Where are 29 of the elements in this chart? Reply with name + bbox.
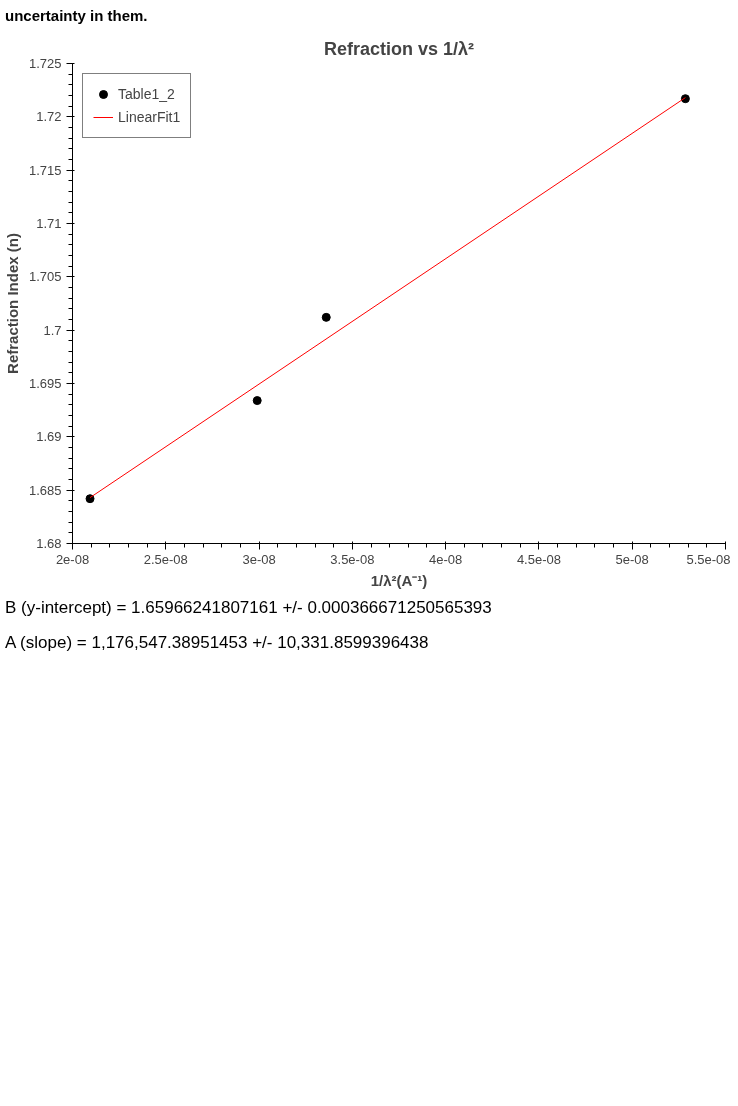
point <box>85 494 95 504</box>
legend-label: Table1_2 <box>118 86 175 103</box>
x-tick-label: 4.5e-08 <box>516 551 561 567</box>
y-tick-label: 1.71 <box>36 216 62 232</box>
y-tick-label: 1.685 <box>28 483 62 499</box>
y-tick-label: 1.69 <box>36 429 62 445</box>
y-tick-label: 1.68 <box>36 536 62 552</box>
y-tick-label: 1.7 <box>43 323 62 339</box>
x-tick-label: 5.5e-08 <box>686 551 731 567</box>
text: uncertainty in them. <box>5 6 148 26</box>
text: B (y-intercept) = 1.65966241807161 +/- 0.000366671250565393 <box>5 597 492 620</box>
y-tick-label: 1.725 <box>28 56 62 72</box>
x-tick-label: 2e-08 <box>55 551 90 567</box>
y-tick-label: 1.72 <box>36 109 62 125</box>
x-tick-label: 5e-08 <box>615 551 649 567</box>
x-tick-label: 3.5e-08 <box>330 551 375 567</box>
y-tick-label: 1.695 <box>28 376 62 392</box>
point <box>252 396 262 406</box>
x-tick-label: 4e-08 <box>429 551 463 567</box>
chart-title: Refraction vs 1/λ² <box>323 38 475 59</box>
y-tick-label: 1.715 <box>28 163 62 179</box>
x-tick-label: 3e-08 <box>242 551 276 567</box>
legend-label: LinearFit1 <box>118 109 181 126</box>
y-tick-label: 1.705 <box>28 269 62 285</box>
x-axis-title: 1/λ²(A⁻¹) <box>370 571 428 589</box>
text: A (slope) = 1,176,547.38951453 +/- 10,331.8599396438 <box>5 631 429 654</box>
x-tick-label: 2.5e-08 <box>143 551 188 567</box>
y-axis-title: Refraction Index (n) <box>3 233 21 375</box>
point <box>321 313 331 323</box>
